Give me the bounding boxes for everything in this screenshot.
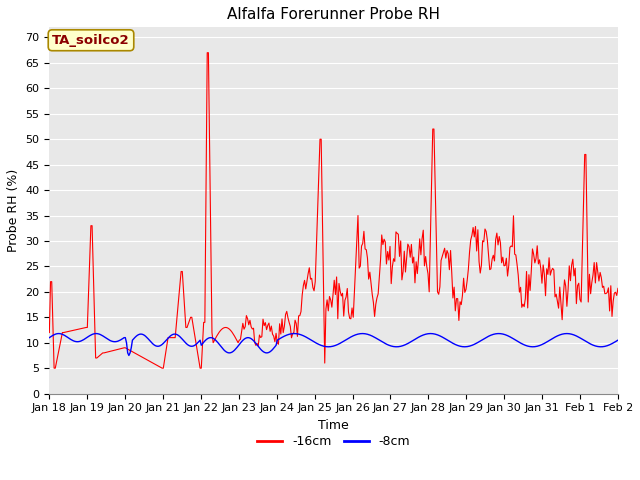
X-axis label: Time: Time: [318, 419, 349, 432]
Y-axis label: Probe RH (%): Probe RH (%): [7, 169, 20, 252]
Title: Alfalfa Forerunner Probe RH: Alfalfa Forerunner Probe RH: [227, 7, 440, 22]
Legend: -16cm, -8cm: -16cm, -8cm: [252, 430, 415, 453]
Text: TA_soilco2: TA_soilco2: [52, 34, 130, 47]
